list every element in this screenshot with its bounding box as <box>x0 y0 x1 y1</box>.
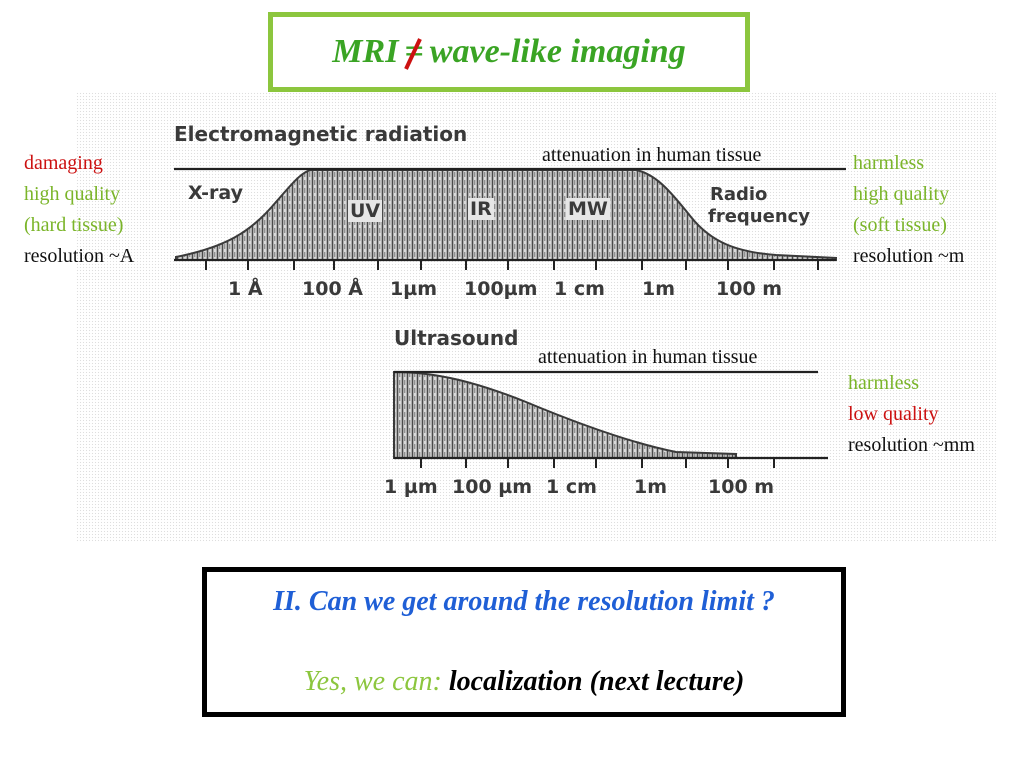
em-tick: 1m <box>642 278 676 300</box>
answer-localization: localization (next lecture) <box>448 666 745 697</box>
note-low-quality: low quality <box>848 403 939 425</box>
em-tick: 1 Å <box>228 278 263 300</box>
figure-panel: Electromagnetic radiation <box>76 92 996 542</box>
answer-yes: Yes, we can: <box>303 666 442 697</box>
us-attenuation-label: attenuation in human tissue <box>538 346 758 368</box>
em-tick: 100 m <box>716 278 783 300</box>
band-mw: MW <box>566 198 610 220</box>
em-tick: 1 cm <box>554 278 605 300</box>
us-tick: 1 µm <box>384 476 438 498</box>
em-left-notes: damaging high quality (hard tissue) reso… <box>24 148 134 272</box>
title-box: MRI = wave-like imaging <box>268 12 750 92</box>
question-box: II. Can we get around the resolution lim… <box>202 567 846 717</box>
em-tick: 100 Å <box>302 278 363 300</box>
note-hard-tissue: (hard tissue) <box>24 214 124 236</box>
note-harmless: harmless <box>853 152 925 174</box>
em-tick: 100µm <box>464 278 538 300</box>
us-tick: 100 m <box>708 476 775 498</box>
us-heading: Ultrasound <box>394 326 519 350</box>
note-resolution-m: resolution ~m <box>853 245 965 267</box>
note-soft-tissue: (soft tissue) <box>853 214 947 236</box>
em-tick: 1µm <box>390 278 437 300</box>
em-right-notes: harmless high quality (soft tissue) reso… <box>853 148 964 272</box>
negation-slash-icon <box>404 38 423 70</box>
not-equal-symbol: = <box>404 33 423 71</box>
us-tick: 1 cm <box>546 476 597 498</box>
note-resolution-a: resolution ~A <box>24 245 135 267</box>
title-left: MRI <box>332 33 399 70</box>
answer-line: Yes, we can: localization (next lecture) <box>207 666 841 698</box>
band-radio-1: Radio <box>710 184 768 205</box>
em-heading: Electromagnetic radiation <box>174 122 468 146</box>
em-attenuation-label: attenuation in human tissue <box>542 144 762 166</box>
slide-title: MRI = wave-like imaging <box>273 17 745 87</box>
title-right: wave-like imaging <box>429 33 686 70</box>
note-high-quality: high quality <box>853 183 950 205</box>
us-tick: 100 µm <box>452 476 533 498</box>
note-harmless: harmless <box>848 372 920 394</box>
band-xray: X-ray <box>188 182 243 204</box>
us-right-notes: harmless low quality resolution ~mm <box>848 368 975 461</box>
band-ir: IR <box>468 198 494 220</box>
note-damaging: damaging <box>24 152 103 174</box>
us-attenuation-curve <box>393 370 737 459</box>
question-line: II. Can we get around the resolution lim… <box>273 586 775 617</box>
note-high-quality: high quality <box>24 183 121 205</box>
note-resolution-mm: resolution ~mm <box>848 434 975 456</box>
spectrum-figures <box>174 167 846 468</box>
band-radio-2: frequency <box>708 206 811 227</box>
us-tick: 1m <box>634 476 668 498</box>
em-attenuation-curve <box>175 169 837 261</box>
band-uv: UV <box>348 200 383 222</box>
